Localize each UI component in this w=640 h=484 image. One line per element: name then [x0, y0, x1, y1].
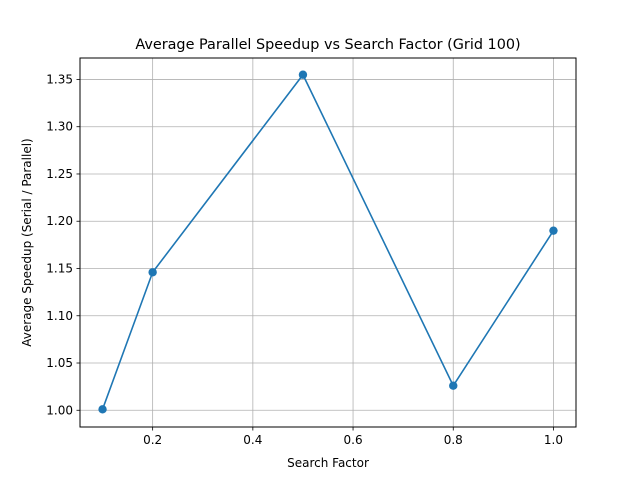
y-axis-label: Average Speedup (Serial / Parallel) [20, 138, 34, 346]
y-tick-label: 1.25 [46, 167, 73, 181]
series-layer [98, 70, 558, 414]
y-tick-label: 1.00 [46, 403, 73, 417]
data-point [148, 268, 157, 277]
data-point [449, 381, 458, 390]
y-tick-label: 1.05 [46, 356, 73, 370]
data-point [98, 405, 107, 414]
y-tick-label: 1.35 [46, 72, 73, 86]
data-point [549, 226, 558, 235]
grid-lines [80, 58, 576, 427]
x-tick-label: 1.0 [544, 433, 563, 447]
y-tick-label: 1.10 [46, 309, 73, 323]
plot-frame [79, 57, 577, 428]
x-tick-label: 0.8 [444, 433, 463, 447]
y-axis-ticks: 1.00 1.05 1.10 1.15 1.20 1.25 1.30 1.35 [46, 72, 80, 417]
y-tick-label: 1.15 [46, 261, 73, 275]
data-point [298, 70, 308, 79]
x-tick-label: 0.6 [344, 433, 363, 447]
x-tick-label: 0.4 [243, 433, 262, 447]
x-tick-label: 0.2 [143, 433, 162, 447]
x-axis-ticks: 0.2 0.4 0.6 0.8 1.0 [143, 427, 563, 447]
series-line [101, 73, 555, 410]
x-axis-label: Search Factor [287, 456, 369, 470]
y-tick-label: 1.20 [46, 214, 73, 228]
y-tick-label: 1.30 [46, 120, 73, 134]
chart-title: Average Parallel Speedup vs Search Facto… [135, 37, 520, 53]
